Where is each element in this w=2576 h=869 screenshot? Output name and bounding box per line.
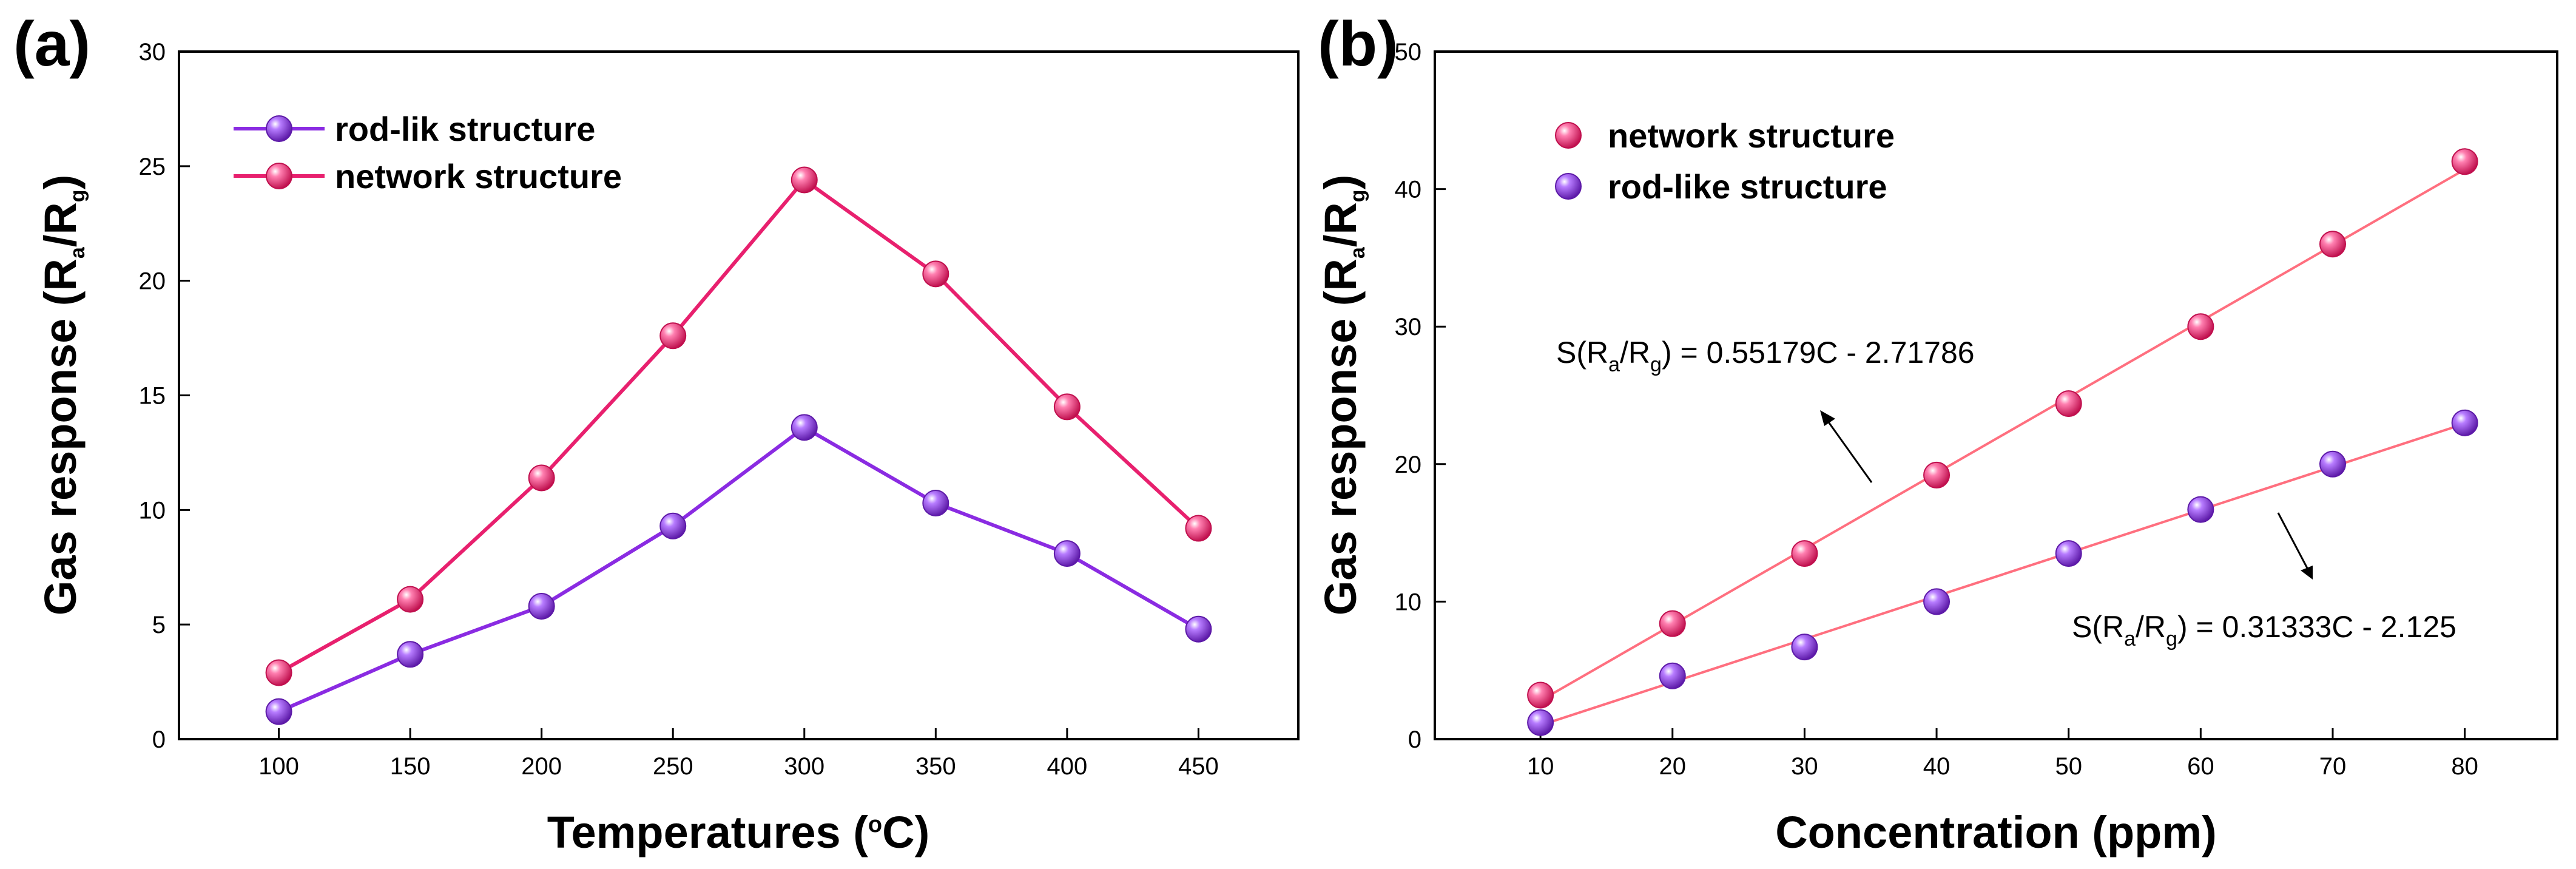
legend-a-marker-rod	[266, 115, 292, 142]
panel-b-fit-equation-rod: S(Ra/Rg) = 0.31333C - 2.125	[2072, 610, 2456, 651]
panel-a-x-tick-label: 250	[653, 753, 693, 780]
panel-a-data-point	[1185, 615, 1212, 643]
panel-a-x-tick-label: 150	[390, 753, 431, 780]
panel-b-x-tick-label: 80	[2451, 753, 2478, 780]
panel-b-plot-frame	[1434, 50, 2558, 740]
panel-b-data-point	[1527, 681, 1554, 709]
panel-a-y-tick-label: 10	[139, 497, 166, 524]
panel-b-letter: (b)	[1318, 9, 1398, 79]
panel-b-data-point	[1659, 610, 1686, 637]
legend-b-marker-rod	[1555, 173, 1582, 200]
legend-b-label-net: network structure	[1608, 117, 1895, 155]
panel-a-data-point	[265, 698, 292, 725]
panel-b-y-tick-label: 50	[1395, 39, 1422, 66]
panel-b-data-point	[2055, 390, 2082, 418]
panel-b-arrow-rod	[2277, 512, 2313, 580]
panel-b-y-axis-title: Gas response (Ra/Rg)	[1315, 175, 1369, 615]
panel-a-x-tick-label: 300	[784, 753, 824, 780]
panel-a-series-line-0	[278, 425, 1199, 714]
panel-b-y-tick-label: 40	[1395, 177, 1422, 203]
panel-b-y-tick-label: 30	[1395, 314, 1422, 340]
panel-a-y-tick-label: 15	[139, 383, 166, 410]
panel-b-x-tick-label: 20	[1659, 753, 1687, 780]
panel-a-data-point	[1053, 540, 1081, 567]
panel-a-data-point	[528, 464, 555, 492]
panel-b-data-point	[1791, 634, 1818, 661]
panel-a-y-tick-label: 25	[139, 154, 166, 180]
panel-b-x-tick-label: 50	[2055, 753, 2082, 780]
panel-a-data-point	[397, 641, 424, 668]
panel-b-x-tick-label: 30	[1791, 753, 1818, 780]
panel-b-x-tick-label: 70	[2319, 753, 2347, 780]
panel-b-fit-line-1	[1540, 422, 2466, 727]
panel-a-y-tick-label: 5	[152, 612, 166, 638]
panel-b-data-point	[2319, 231, 2346, 258]
panel-a: (a) 100 150 200 250 300 350 400 450 0 5 10 15 20 25 30…	[13, 9, 1300, 857]
panel-b-data-point	[2319, 450, 2346, 478]
panel-b-data-point	[2055, 540, 2082, 567]
panel-b-fit-line-0	[1540, 168, 2466, 702]
panel-a-data-point	[1053, 393, 1081, 421]
panel-a-y-tick-label: 20	[139, 268, 166, 295]
panel-b-data-point	[1659, 662, 1686, 689]
panel-b-y-tick-label: 20	[1395, 451, 1422, 478]
panel-a-x-tick-label: 450	[1178, 753, 1219, 780]
panel-b-x-tick-label: 10	[1527, 753, 1554, 780]
panel-b-data-point	[2451, 148, 2478, 175]
panel-b-data-point	[2187, 496, 2214, 523]
panel-a-x-tick-label: 400	[1047, 753, 1087, 780]
panel-b-x-axis-title: Concentration (ppm)	[1775, 807, 2217, 857]
legend-a-label-net: network structure	[335, 157, 622, 195]
panel-b-arrow-network	[1820, 410, 1873, 483]
panel-b-data-point	[1923, 588, 1951, 615]
panel-b-data-point	[2451, 409, 2478, 436]
panel-a-data-point	[922, 260, 949, 288]
legend-b-label-rod: rod-like structure	[1608, 167, 1887, 206]
panel-a-x-tick-label: 200	[521, 753, 562, 780]
legend-b-marker-net	[1555, 122, 1582, 149]
panel-b-data-point	[1923, 461, 1951, 489]
panel-b-data-point	[1527, 709, 1554, 736]
panel-a-y-tick-label: 0	[152, 726, 166, 753]
panel-b-fit-equation-network: S(Ra/Rg) = 0.55179C - 2.71786	[1556, 336, 1975, 376]
panel-a-data-point	[791, 414, 818, 441]
panel-b-legend: network structure rod-like structure	[1555, 117, 1895, 206]
panel-b-data-point	[1791, 540, 1818, 567]
legend-a-marker-net	[266, 163, 292, 189]
panel-a-x-tick-label: 350	[915, 753, 956, 780]
panel-a-data-point	[397, 586, 424, 613]
panel-a-x-axis-title: Temperatures (oC)	[547, 807, 929, 857]
panel-b-x-tick-label: 60	[2187, 753, 2214, 780]
panel-a-data-point	[1185, 515, 1212, 542]
panel-b-y-tick-label: 10	[1395, 589, 1422, 615]
panel-a-data-point	[528, 592, 555, 620]
panel-a-y-tick-label: 30	[139, 39, 166, 66]
panel-b-data-point	[2187, 313, 2214, 340]
panel-a-data-point	[659, 322, 687, 350]
panel-a-data-point	[659, 512, 687, 539]
panel-a-data-point	[265, 659, 292, 686]
panel-a-y-axis-title: Gas response (Ra/Rg)	[35, 175, 89, 615]
panel-a-data-point	[922, 490, 949, 517]
panel-b: (b) 10 20 30 40 50 60 70 80 0 10 20 30 40 50 network …	[1315, 9, 2558, 857]
panel-b-y-tick-label: 0	[1408, 726, 1421, 753]
panel-a-data-point	[791, 166, 818, 194]
panel-a-legend: rod-lik structure network structure	[234, 110, 622, 195]
panel-a-x-tick-label: 100	[258, 753, 299, 780]
legend-a-label-rod: rod-lik structure	[335, 110, 595, 148]
panel-b-x-tick-label: 40	[1923, 753, 1951, 780]
panel-a-series-line-1	[278, 178, 1200, 675]
panel-a-letter: (a)	[13, 9, 90, 79]
